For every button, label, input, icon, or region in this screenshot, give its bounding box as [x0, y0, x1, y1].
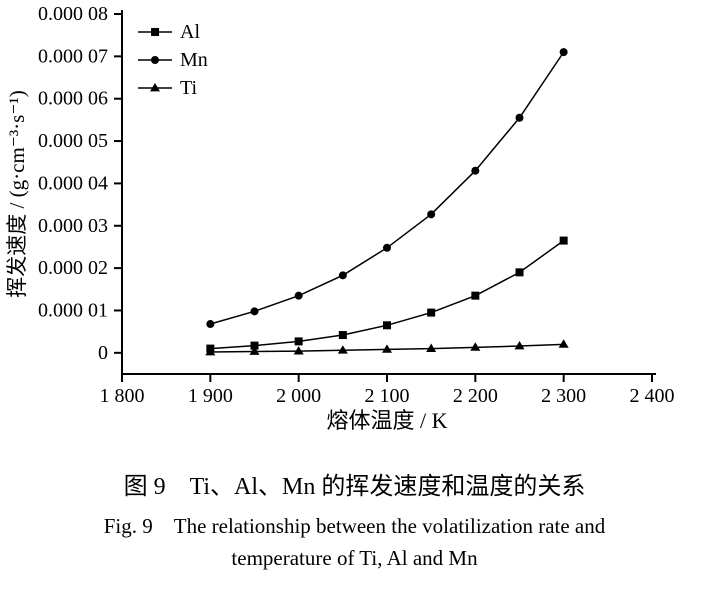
svg-text:1 800: 1 800	[100, 385, 145, 407]
svg-text:Ti: Ti	[180, 77, 198, 99]
svg-text:0: 0	[98, 342, 108, 364]
svg-text:0.000 03: 0.000 03	[38, 215, 108, 237]
svg-text:0.000 05: 0.000 05	[38, 130, 108, 152]
svg-text:挥发速度 / (g·cm⁻³·s⁻¹): 挥发速度 / (g·cm⁻³·s⁻¹)	[5, 90, 29, 297]
svg-text:Mn: Mn	[180, 49, 208, 71]
svg-text:2 300: 2 300	[541, 385, 586, 407]
svg-text:0.000 01: 0.000 01	[38, 299, 108, 321]
svg-text:2 200: 2 200	[453, 385, 498, 407]
svg-text:0.000 08: 0.000 08	[38, 3, 108, 25]
caption-chinese: 图 9 Ti、Al、Mn 的挥发速度和温度的关系	[0, 466, 709, 501]
svg-text:1 900: 1 900	[188, 385, 233, 407]
svg-text:0.000 02: 0.000 02	[38, 257, 108, 279]
svg-text:0.000 07: 0.000 07	[38, 45, 108, 67]
svg-text:2 100: 2 100	[365, 385, 410, 407]
svg-text:0.000 04: 0.000 04	[38, 172, 108, 194]
svg-text:2 400: 2 400	[630, 385, 675, 407]
svg-text:2 000: 2 000	[276, 385, 321, 407]
svg-text:Al: Al	[180, 21, 200, 43]
caption-english-line1: Fig. 9 The relationship between the vola…	[0, 510, 709, 540]
volatilization-chart: 1 800 1 900 2 000 2 100 2 200 2 300 2 400 0 0.00…	[0, 0, 709, 460]
svg-text:熔体温度 / K: 熔体温度 / K	[326, 408, 447, 433]
caption-english-line2: temperature of Ti, Al and Mn	[0, 546, 709, 571]
svg-text:0.000 06: 0.000 06	[38, 88, 108, 110]
